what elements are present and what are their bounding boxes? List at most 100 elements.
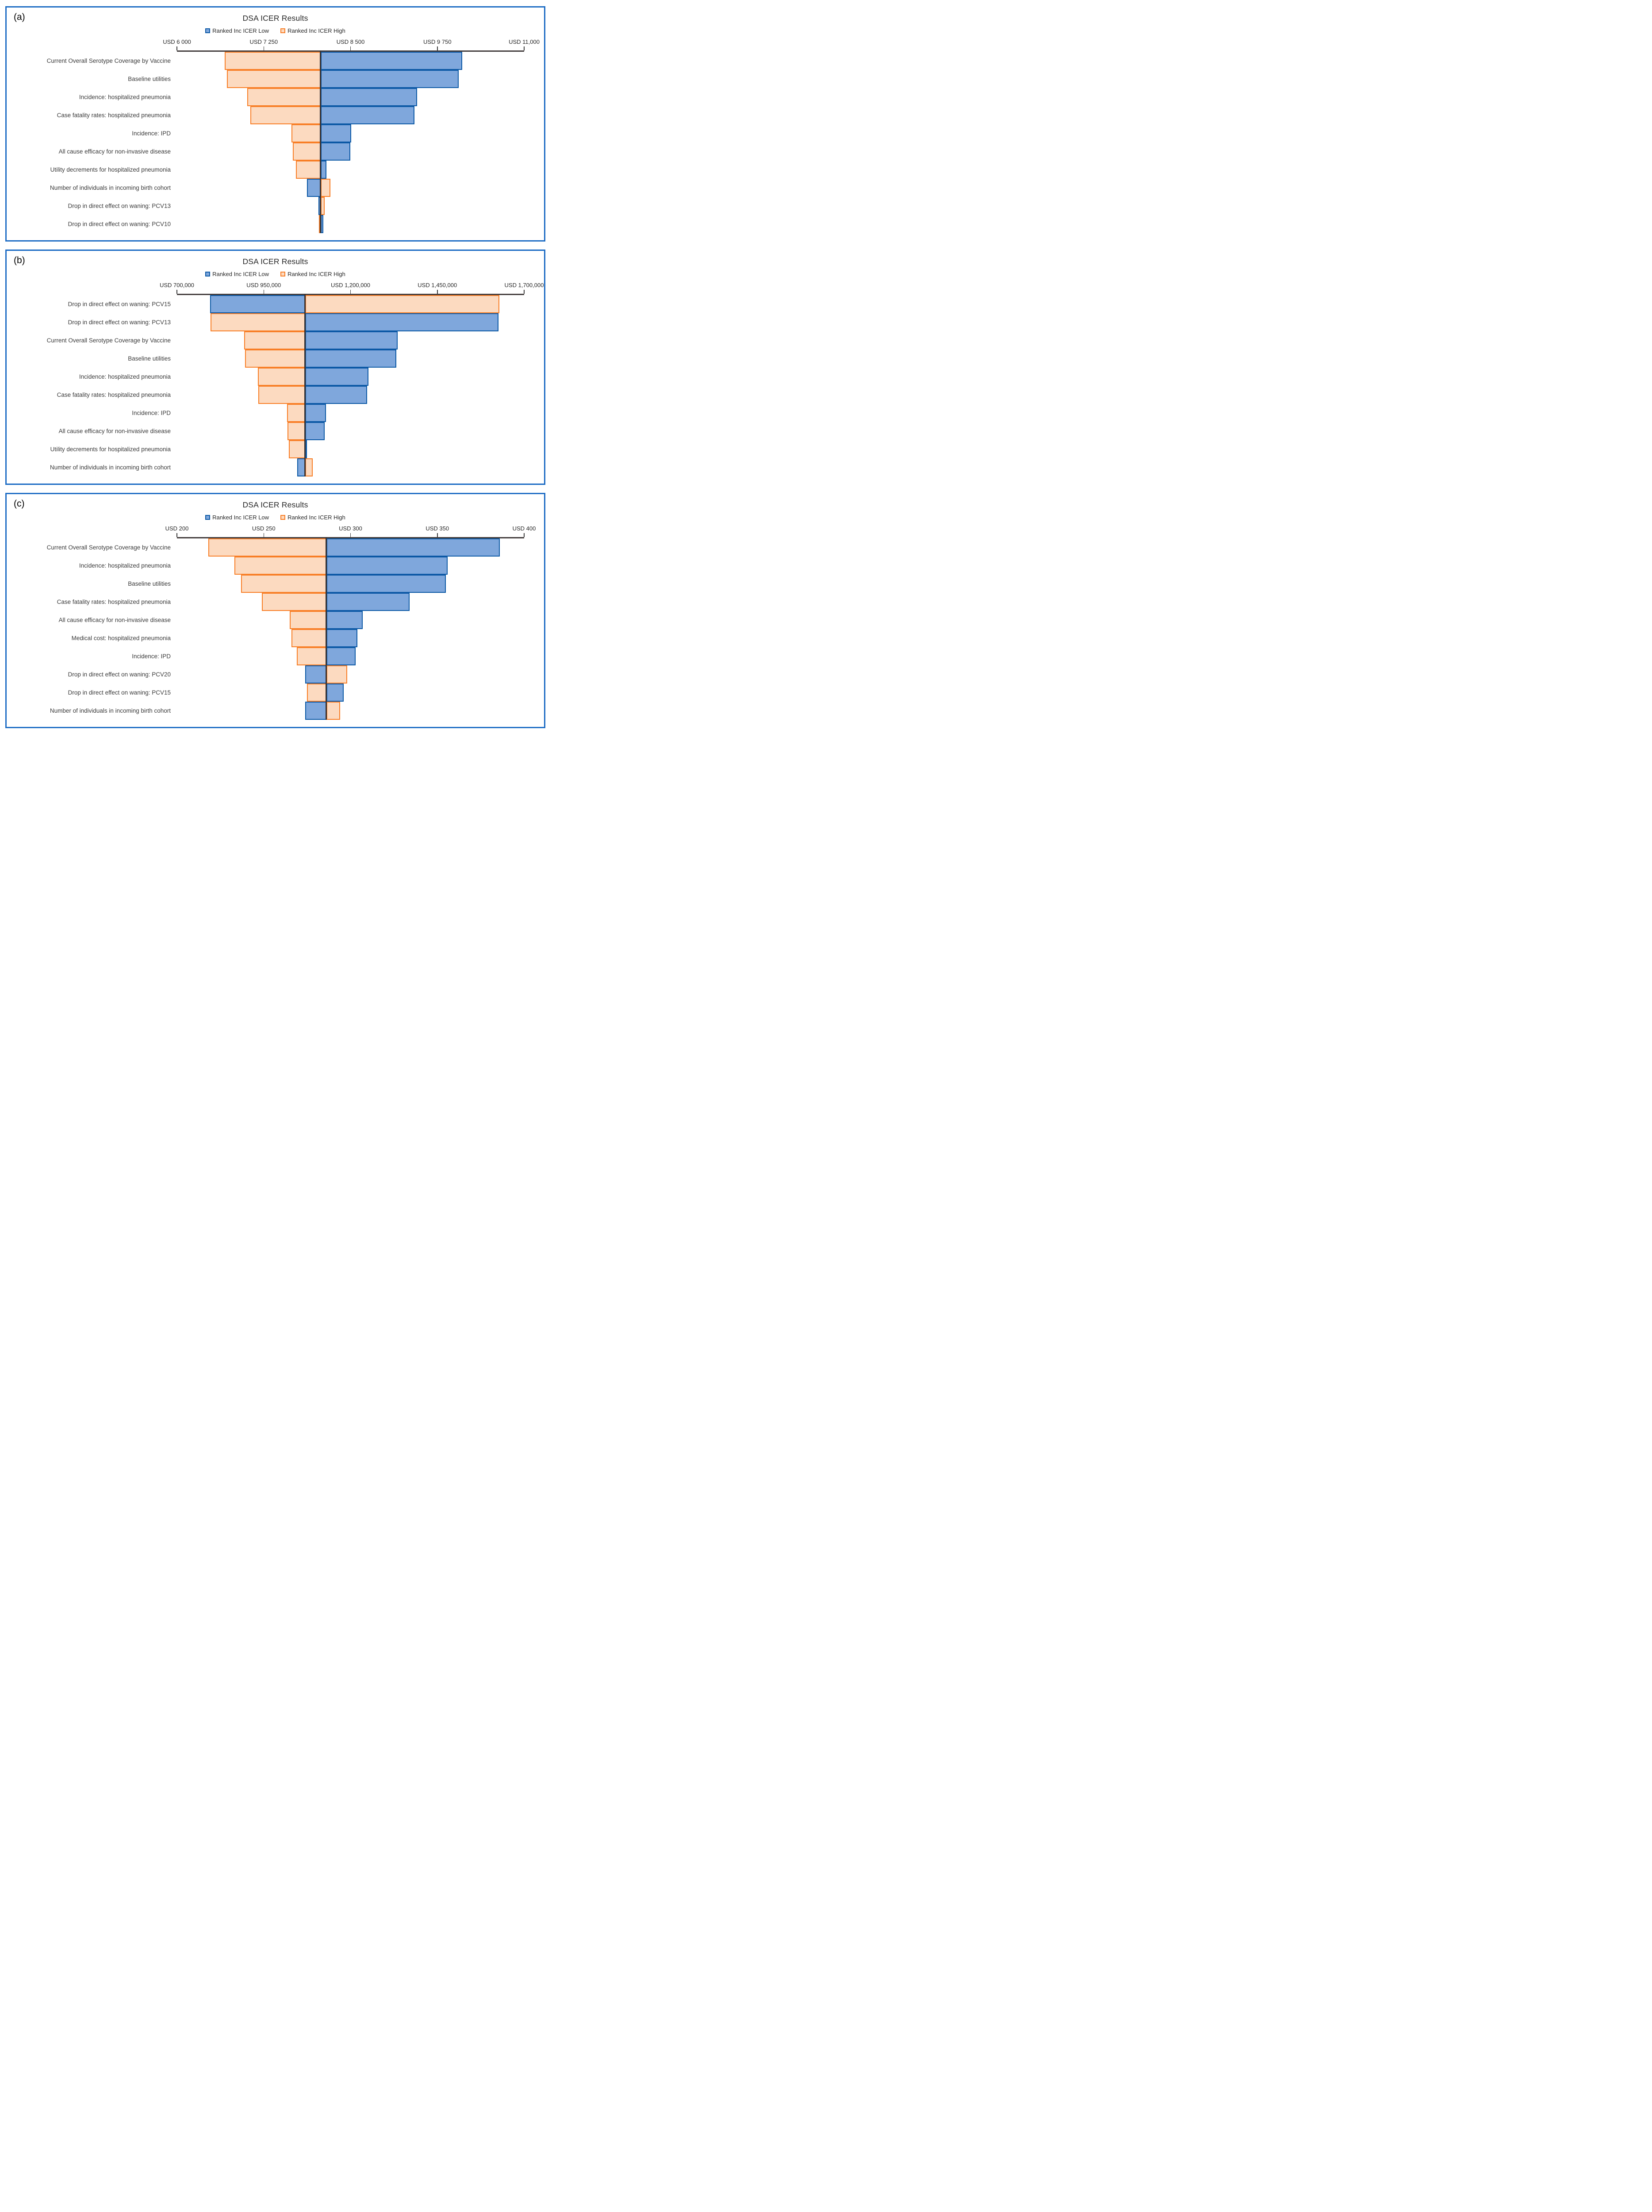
- category-label: Drop in direct effect on waning: PCV10: [68, 221, 171, 227]
- category-label: Medical cost: hospitalized pneumonia: [71, 635, 171, 641]
- bar-icer-high: [245, 349, 305, 368]
- bar-icer-low: [297, 458, 305, 476]
- legend-item-high: Ranked Inc ICER High: [280, 514, 345, 521]
- bar-icer-high: [234, 557, 326, 575]
- category-label: All cause efficacy for non-invasive dise…: [58, 148, 171, 155]
- tornado-row: Current Overall Serotype Coverage by Vac…: [7, 538, 544, 557]
- legend-label-low: Ranked Inc ICER Low: [212, 271, 269, 277]
- bar-icer-high: [291, 629, 326, 647]
- legend-label-high: Ranked Inc ICER High: [287, 271, 345, 277]
- bar-icer-low: [305, 702, 326, 720]
- bar-icer-high: [257, 368, 305, 386]
- category-label: Current Overall Serotype Coverage by Vac…: [46, 58, 171, 64]
- tornado-row: Drop in direct effect on waning: PCV15: [7, 295, 544, 313]
- category-label: Number of individuals in incoming birth …: [50, 707, 171, 714]
- panel-a: (a) DSA ICER Results Ranked Inc ICER Low…: [5, 6, 545, 242]
- bar-icer-high: [287, 422, 305, 440]
- bar-icer-low: [305, 386, 368, 404]
- x-tick-mark: [524, 46, 525, 50]
- bar-icer-low: [210, 295, 305, 313]
- bar-icer-high: [293, 142, 321, 161]
- x-tick-mark: [437, 533, 438, 537]
- x-tick-mark: [524, 290, 525, 294]
- x-tick-mark: [437, 46, 438, 50]
- tornado-row: Case fatality rates: hospitalized pneumo…: [7, 593, 544, 611]
- legend-swatch-low-icon: [205, 272, 211, 276]
- bar-icer-high: [320, 179, 330, 197]
- bar-icer-low: [320, 70, 459, 88]
- tornado-row: Drop in direct effect on waning: PCV20: [7, 665, 544, 684]
- bar-icer-low: [305, 404, 326, 422]
- category-label: Drop in direct effect on waning: PCV15: [68, 689, 171, 696]
- category-label: Current Overall Serotype Coverage by Vac…: [46, 544, 171, 551]
- panel-c-label: (c): [14, 499, 25, 509]
- legend-label-high: Ranked Inc ICER High: [287, 27, 345, 34]
- legend-swatch-high-icon: [280, 515, 286, 520]
- tornado-rows: Drop in direct effect on waning: PCV15 Dr…: [7, 295, 544, 476]
- x-tick-label: USD 350: [425, 525, 449, 532]
- tornado-row: Drop in direct effect on waning: PCV13: [7, 197, 544, 215]
- category-label: Baseline utilities: [128, 580, 171, 587]
- category-label: Drop in direct effect on waning: PCV13: [68, 319, 171, 326]
- category-label: Number of individuals in incoming birth …: [50, 184, 171, 191]
- bar-icer-low: [326, 557, 448, 575]
- bar-icer-high: [307, 684, 326, 702]
- panel-b: (b) DSA ICER Results Ranked Inc ICER Low…: [5, 250, 545, 485]
- x-tick-mark: [176, 46, 177, 50]
- tornado-row: Number of individuals in incoming birth …: [7, 458, 544, 476]
- chart-legend: Ranked Inc ICER Low Ranked Inc ICER High: [7, 27, 544, 34]
- bar-icer-low: [320, 106, 414, 124]
- category-label: Incidence: IPD: [132, 653, 171, 660]
- tornado-row: Case fatality rates: hospitalized pneumo…: [7, 106, 544, 124]
- bar-icer-high: [262, 593, 326, 611]
- bar-icer-low: [320, 88, 418, 106]
- x-tick-mark: [437, 290, 438, 294]
- chart-title: DSA ICER Results: [242, 14, 308, 23]
- bar-icer-low: [305, 665, 326, 684]
- tornado-row: Incidence: IPD: [7, 404, 544, 422]
- x-tick-label: USD 8 500: [336, 38, 365, 45]
- category-label: Incidence: hospitalized pneumonia: [79, 373, 171, 380]
- category-label: Case fatality rates: hospitalized pneumo…: [57, 392, 171, 398]
- x-tick-label: USD 200: [165, 525, 189, 532]
- tornado-row: Drop in direct effect on waning: PCV15: [7, 684, 544, 702]
- category-label: Drop in direct effect on waning: PCV15: [68, 301, 171, 307]
- bar-icer-high: [250, 106, 321, 124]
- category-label: Drop in direct effect on waning: PCV20: [68, 671, 171, 678]
- x-tick-label: USD 1,200,000: [331, 282, 370, 288]
- x-tick-label: USD 700,000: [159, 282, 195, 288]
- bar-icer-high: [247, 88, 321, 106]
- legend-swatch-high-icon: [280, 272, 286, 276]
- category-label: Incidence: hospitalized pneumonia: [79, 94, 171, 100]
- bar-icer-high: [305, 295, 500, 313]
- bar-icer-high: [290, 611, 326, 629]
- legend-item-low: Ranked Inc ICER Low: [205, 271, 269, 277]
- category-label: All cause efficacy for non-invasive dise…: [58, 428, 171, 434]
- bar-icer-high: [211, 313, 305, 331]
- x-tick-label: USD 7 250: [249, 38, 278, 45]
- bar-icer-low: [326, 629, 358, 647]
- bar-icer-low: [305, 313, 498, 331]
- x-tick-label: USD 400: [512, 525, 536, 532]
- category-label: Baseline utilities: [128, 355, 171, 362]
- bar-icer-high: [244, 331, 305, 349]
- tornado-row: Drop in direct effect on waning: PCV10: [7, 215, 544, 233]
- bar-icer-high: [326, 665, 347, 684]
- tornado-row: Baseline utilities: [7, 575, 544, 593]
- x-axis-line: [177, 294, 524, 295]
- tornado-plot: USD 200 USD 250 USD 300 USD 350 USD 400 Curre…: [7, 524, 544, 720]
- bar-icer-low: [305, 331, 398, 349]
- chart-legend: Ranked Inc ICER Low Ranked Inc ICER High: [7, 271, 544, 277]
- tornado-row: Baseline utilities: [7, 349, 544, 368]
- bar-icer-high: [326, 702, 340, 720]
- tornado-row: Incidence: IPD: [7, 124, 544, 142]
- tornado-row: Number of individuals in incoming birth …: [7, 702, 544, 720]
- legend-label-low: Ranked Inc ICER Low: [212, 27, 269, 34]
- panel-b-label: (b): [14, 255, 25, 265]
- bar-icer-low: [305, 368, 369, 386]
- x-tick-label: USD 6 000: [163, 38, 191, 45]
- x-tick-mark: [524, 533, 525, 537]
- legend-label-high: Ranked Inc ICER High: [287, 514, 345, 521]
- legend-item-low: Ranked Inc ICER Low: [205, 514, 269, 521]
- bar-icer-low: [320, 142, 351, 161]
